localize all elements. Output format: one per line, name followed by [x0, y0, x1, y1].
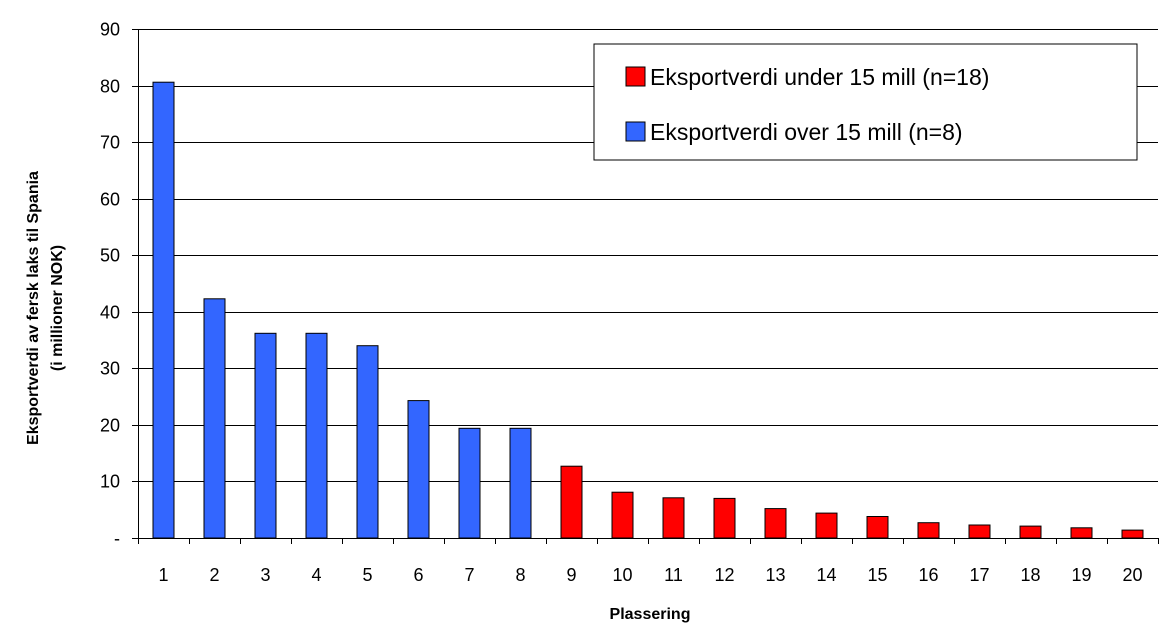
bar-14: [815, 512, 838, 539]
legend-swatch-under: [625, 66, 646, 87]
bar-2: [203, 298, 226, 539]
bar-20: [1121, 529, 1144, 539]
x-tick-label: 15: [867, 565, 887, 585]
x-tick-label: 20: [1122, 565, 1142, 585]
x-tick-label: 2: [209, 565, 219, 585]
bar-1: [152, 81, 175, 539]
x-tick-label: 8: [515, 565, 525, 585]
x-tick-label: 17: [969, 565, 989, 585]
legend-label-over: Eksportverdi over 15 mill (n=8): [650, 119, 963, 145]
bar-6: [407, 400, 430, 539]
x-tick-label: 16: [918, 565, 938, 585]
y-tick-label: 90: [100, 20, 120, 40]
bar-18: [1019, 525, 1042, 539]
bar-11: [662, 497, 685, 539]
y-tick-label: 80: [100, 77, 120, 97]
legend: Eksportverdi under 15 mill (n=18) Ekspor…: [593, 43, 1138, 161]
bar-4: [305, 332, 328, 539]
y-axis-title-line1: Eksportverdi av fersk laks til Spania: [25, 171, 42, 445]
y-tick-label: 20: [100, 416, 120, 436]
x-tick-label: 5: [362, 565, 372, 585]
bar-9: [560, 465, 583, 539]
y-tick-label: 50: [100, 246, 120, 266]
legend-label-under: Eksportverdi under 15 mill (n=18): [650, 64, 989, 90]
y-tick-labels: - 10 20 30 40 50 60 70 80 90: [100, 20, 120, 549]
x-tick-label: 11: [664, 565, 683, 585]
legend-swatch-over: [625, 121, 646, 142]
legend-box: [593, 43, 1138, 161]
y-tick-label: 70: [100, 133, 120, 153]
y-tick-label: 30: [100, 359, 120, 379]
y-tick-label: -: [114, 529, 120, 549]
x-tick-labels: 1 2 3 4 5 6 7 8 9 10 11 12 13 14 15 16 17 18 19 20: [158, 565, 1142, 585]
x-tick-label: 4: [311, 565, 321, 585]
x-tick-label: 14: [816, 565, 836, 585]
bar-19: [1070, 527, 1093, 539]
x-tick-label: 10: [612, 565, 632, 585]
x-tick-label: 12: [714, 565, 734, 585]
bar-7: [458, 427, 481, 539]
bar-13: [764, 508, 787, 539]
bar-3: [254, 332, 277, 539]
bar-15: [866, 516, 889, 539]
bar-17: [968, 524, 991, 539]
bar-5: [356, 345, 379, 539]
y-tick-label: 10: [100, 472, 120, 492]
x-tick-label: 13: [765, 565, 785, 585]
x-tick-label: 18: [1020, 565, 1040, 585]
x-tick-label: 7: [464, 565, 474, 585]
x-tick-label: 19: [1071, 565, 1091, 585]
bar-16: [917, 522, 940, 539]
y-axis-title-line2: (i millioner NOK): [49, 245, 66, 371]
bar-10: [611, 491, 634, 539]
x-tick-label: 6: [413, 565, 423, 585]
x-axis-title: Plassering: [610, 606, 691, 623]
x-tick-label: 1: [158, 565, 168, 585]
x-tick-label: 3: [260, 565, 270, 585]
bars: [152, 81, 1144, 539]
bar-8: [509, 427, 532, 539]
bar-12: [713, 497, 736, 539]
axes: [132, 29, 1159, 544]
y-tick-label: 40: [100, 303, 120, 323]
y-tick-label: 60: [100, 190, 120, 210]
x-tick-label: 9: [566, 565, 576, 585]
